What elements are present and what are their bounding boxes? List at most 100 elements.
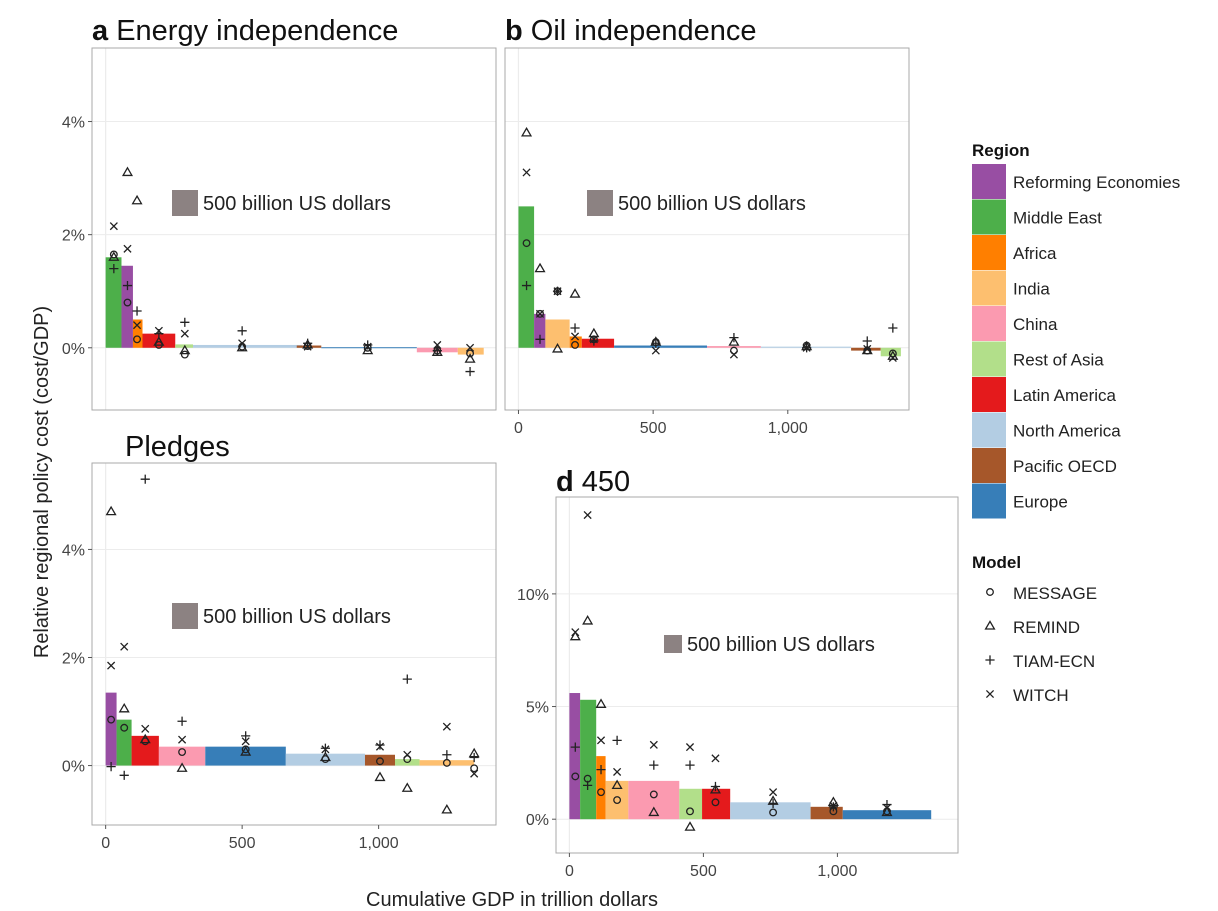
marker-circle [180,350,189,359]
legend-marker-cross [985,689,995,699]
marker-plus [442,750,452,760]
marker-circle [133,335,141,344]
marker-cross [802,343,811,352]
marker-cross [154,326,163,335]
legend-marker-circle [986,588,994,596]
panel-border [504,47,910,411]
marker-circle [769,808,778,817]
panel-title: b Oil independence [505,15,757,47]
marker-plus [465,366,475,377]
y-tick-label: 4% [62,542,85,559]
legend-model-label: MESSAGE [1013,584,1097,603]
marker-triangle [153,336,165,346]
panel-pledges: 500 billion US dollars 0% 2% 4% 0 500 1,000 Ple… [62,431,497,852]
panel-title-text: Energy independence [116,15,398,47]
plot-background [505,48,909,410]
marker-triangle [105,505,117,516]
marker-plus [140,474,150,484]
marker-triangle [551,343,564,353]
marker-plus [685,760,695,770]
bar-africa [132,319,143,348]
panel-border [91,462,497,826]
marker-circle [536,309,544,318]
marker-plus [888,323,898,333]
marker-cross [375,742,385,751]
marker-cross [769,788,778,797]
bar-pacific-oecd [364,754,395,766]
marker-triangle [176,762,188,772]
marker-triangle [861,344,873,355]
marker-triangle [131,194,143,205]
legend-swatch-africa [972,235,1006,270]
marker-triangle [569,288,581,298]
marker-circle [571,341,579,349]
legend-region-label: North America [1013,422,1121,441]
bar-reforming-economies [121,265,133,348]
marker-cross [321,745,330,754]
marker-plus [122,280,133,291]
marker-triangle [108,251,120,261]
marker-triangle [139,733,151,744]
legend-swatch-north-america [972,412,1006,448]
panel-title-text: Oil independence [531,15,757,47]
panel-b: 500 billion US dollars 0 500 1,000 b Oil ind… [504,15,910,437]
marker-plus [729,333,739,343]
marker-plus [363,340,373,350]
marker-triangle [118,702,130,713]
marker-triangle [121,166,134,177]
scale-swatch [664,635,682,653]
bar-rest-of-asia [880,347,901,357]
marker-plus [320,743,330,753]
marker-circle [107,715,116,724]
marker-cross [180,329,189,338]
x-tick-label: 1,000 [768,420,808,437]
scale-label: 500 billion US dollars [618,193,806,215]
marker-triangle [464,353,476,363]
marker-circle [888,349,897,358]
marker-plus [583,780,593,791]
bar-latin-america [702,788,731,820]
marker-triangle [401,782,413,792]
bar-india [605,780,629,820]
bar-middle-east [518,206,535,348]
marker-cross [433,340,442,350]
marker-plus [432,346,442,356]
marker-cross [120,642,129,651]
plot-background [92,463,496,825]
marker-circle [403,755,412,764]
marker-plus [106,762,116,772]
marker-cross [613,767,622,776]
marker-cross [107,661,116,670]
bar-reforming-economies [534,313,546,348]
marker-triangle [582,615,594,625]
marker-plus [612,735,622,745]
marker-circle [649,790,658,799]
marker-circle [376,757,384,766]
x-tick-label: 0 [101,835,110,852]
marker-cross [535,309,545,318]
marker-cross [466,343,475,352]
y-tick-label: 2% [62,228,85,245]
legend-region-label: Europe [1013,493,1068,512]
y-axis-label: Relative regional policy cost (cost/GDP) [31,306,53,658]
marker-cross [303,342,312,351]
marker-circle [442,758,451,767]
x-tick-label: 500 [229,835,256,852]
marker-triangle [684,821,696,831]
marker-circle [613,796,622,805]
marker-cross [882,803,892,812]
y-tick-label: 0% [62,759,85,776]
marker-plus [651,338,661,348]
legend-swatch-middle-east [972,199,1006,235]
marker-circle [178,748,187,757]
marker-circle [466,349,475,358]
legend-region-title: Region [972,141,1030,160]
marker-plus [375,740,385,750]
marker-plus [402,674,412,684]
x-tick-label: 1,000 [817,863,857,880]
bar-middle-east [116,719,132,766]
marker-triangle [179,344,191,355]
marker-cross [141,724,150,733]
marker-plus [710,781,721,792]
